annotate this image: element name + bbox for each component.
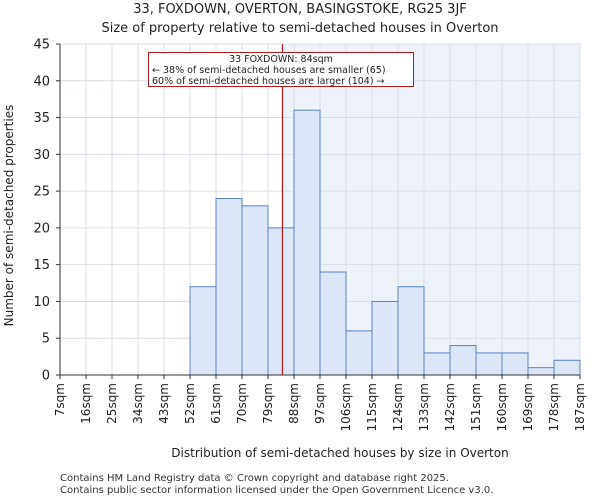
y-tick-label: 40 (33, 74, 50, 89)
x-tick-label: 70sqm (235, 383, 249, 424)
histogram-bar (423, 352, 451, 376)
annotation-line-2: ← 38% of semi-detached houses are smalle… (152, 65, 386, 76)
y-tick-label: 0 (42, 369, 50, 384)
x-tick-label: 178sqm (547, 383, 561, 431)
footer-line-2: Contains public sector information licen… (60, 485, 494, 496)
x-tick-label: 52sqm (183, 383, 197, 424)
x-tick-label: 115sqm (365, 383, 379, 431)
histogram-bar (293, 109, 321, 376)
x-tick-label: 124sqm (391, 383, 405, 431)
histogram-bar (189, 286, 217, 376)
y-tick-label: 20 (33, 221, 50, 236)
x-tick-label: 106sqm (339, 383, 353, 431)
histogram-bar (319, 271, 347, 376)
x-tick-label: 160sqm (495, 383, 509, 431)
x-tick-label: 88sqm (287, 383, 301, 424)
histogram-bar (345, 330, 373, 376)
x-tick-label: 16sqm (79, 383, 93, 424)
histogram-bar (241, 205, 269, 376)
x-tick-label: 142sqm (443, 383, 457, 431)
histogram-bar (475, 352, 503, 376)
x-tick-label: 133sqm (417, 383, 431, 431)
x-tick-label: 169sqm (521, 383, 535, 431)
y-tick-label: 25 (33, 185, 50, 200)
x-tick-label: 187sqm (573, 383, 587, 431)
footer-line-1: Contains HM Land Registry data © Crown c… (60, 473, 449, 484)
histogram-bar (449, 345, 477, 376)
chart-title: 33, FOXDOWN, OVERTON, BASINGSTOKE, RG25 … (133, 2, 467, 17)
histogram-bar (215, 197, 243, 376)
histogram-bar (397, 286, 425, 376)
y-tick-label: 30 (33, 148, 50, 163)
y-tick-label: 35 (33, 111, 50, 126)
y-tick-label: 15 (33, 258, 50, 273)
x-axis-label: Distribution of semi-detached houses by … (171, 446, 508, 460)
histogram-bar (267, 227, 295, 376)
x-tick-label: 34sqm (131, 383, 145, 424)
y-axis-label: Number of semi-detached properties (2, 105, 16, 327)
y-tick-label: 5 (42, 332, 50, 347)
x-tick-label: 43sqm (157, 383, 171, 424)
x-tick-label: 7sqm (53, 383, 67, 416)
y-tick-label: 10 (33, 295, 50, 310)
x-tick-label: 61sqm (209, 383, 223, 424)
annotation-box: 33 FOXDOWN: 84sqm ← 38% of semi-detached… (148, 52, 414, 87)
histogram-bar (553, 359, 581, 376)
x-tick-label: 97sqm (313, 383, 327, 424)
annotation-line-3: 60% of semi-detached houses are larger (… (152, 76, 385, 87)
histogram-bar (501, 352, 529, 376)
x-tick-label: 151sqm (469, 383, 483, 431)
histogram-bar (527, 367, 555, 376)
histogram-bar (371, 300, 399, 376)
chart-subtitle: Size of property relative to semi-detach… (101, 21, 499, 36)
x-tick-label: 25sqm (105, 383, 119, 424)
x-tick-label: 79sqm (261, 383, 275, 424)
y-tick-label: 45 (33, 38, 50, 53)
annotation-line-1: 33 FOXDOWN: 84sqm (229, 54, 333, 65)
